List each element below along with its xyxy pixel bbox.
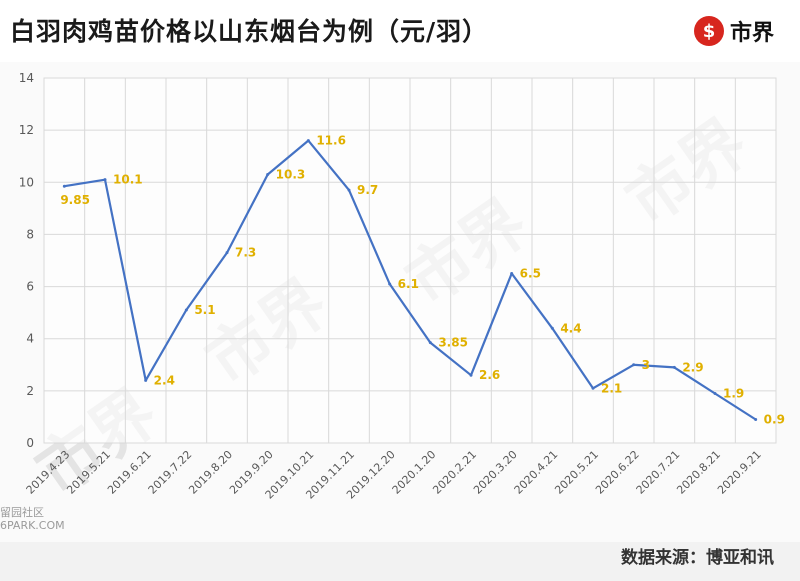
data-point bbox=[266, 172, 270, 176]
data-point bbox=[103, 178, 107, 182]
data-point bbox=[550, 326, 554, 330]
y-tick-label: 0 bbox=[26, 436, 34, 450]
data-point bbox=[225, 251, 229, 255]
data-label: 3 bbox=[642, 358, 650, 372]
y-tick-label: 14 bbox=[19, 71, 34, 85]
series-line bbox=[64, 139, 757, 421]
y-tick-label: 10 bbox=[19, 175, 34, 189]
data-point bbox=[469, 373, 473, 377]
site-watermark: 留园社区 6PARK.COM bbox=[0, 506, 78, 532]
data-point bbox=[510, 272, 514, 276]
data-label: 0.9 bbox=[764, 413, 785, 427]
y-tick-label: 6 bbox=[26, 280, 34, 294]
data-label: 2.4 bbox=[154, 373, 175, 387]
data-label: 6.5 bbox=[520, 267, 541, 281]
y-tick-label: 4 bbox=[26, 332, 34, 346]
data-label: 5.1 bbox=[194, 303, 215, 317]
line-chart: 024681012142019.4.232019.5.212019.6.2120… bbox=[19, 71, 785, 502]
logo-text: 市界 bbox=[729, 21, 774, 46]
data-point bbox=[632, 363, 636, 367]
data-point bbox=[713, 391, 717, 395]
logo-icon: $ bbox=[693, 16, 724, 46]
data-label: 2.6 bbox=[479, 368, 500, 382]
data-point bbox=[672, 365, 676, 369]
data-point bbox=[754, 418, 758, 422]
data-label: 2.1 bbox=[601, 381, 622, 395]
site-watermark-line1: 留园社区 bbox=[0, 506, 44, 519]
data-label: 1.9 bbox=[723, 386, 744, 400]
data-point bbox=[428, 341, 432, 345]
data-source: 数据来源：博亚和讯 bbox=[621, 548, 774, 568]
chart-title: 白羽肉鸡苗价格以山东烟台为例（元/羽） bbox=[10, 17, 489, 46]
data-label: 3.85 bbox=[438, 336, 468, 350]
y-tick-label: 2 bbox=[26, 384, 34, 398]
data-label: 6.1 bbox=[398, 277, 419, 291]
data-point bbox=[144, 378, 148, 382]
chart-area: 市界 市界 市界 市界 024681012142019.4.232019.5.2… bbox=[0, 62, 800, 542]
x-tick-label: 2020.9.21 bbox=[715, 448, 764, 497]
data-label: 9.7 bbox=[357, 183, 378, 197]
data-label: 10.3 bbox=[276, 167, 306, 181]
brand-logo: $ 市界 bbox=[693, 14, 774, 48]
data-label: 4.4 bbox=[560, 321, 581, 335]
data-point bbox=[347, 188, 351, 192]
data-label: 11.6 bbox=[316, 134, 346, 148]
data-point bbox=[388, 282, 392, 286]
y-tick-label: 8 bbox=[26, 227, 34, 241]
y-tick-label: 12 bbox=[19, 123, 34, 137]
header: 白羽肉鸡苗价格以山东烟台为例（元/羽） $ 市界 bbox=[0, 0, 800, 62]
site-watermark-line2: 6PARK.COM bbox=[0, 519, 65, 532]
data-label: 7.3 bbox=[235, 246, 256, 260]
data-label: 10.1 bbox=[113, 173, 143, 187]
data-point bbox=[184, 308, 188, 312]
data-label: 9.85 bbox=[60, 193, 90, 207]
data-point bbox=[62, 184, 66, 188]
data-label: 2.9 bbox=[682, 360, 703, 374]
data-point bbox=[306, 139, 310, 143]
data-point bbox=[591, 386, 595, 390]
